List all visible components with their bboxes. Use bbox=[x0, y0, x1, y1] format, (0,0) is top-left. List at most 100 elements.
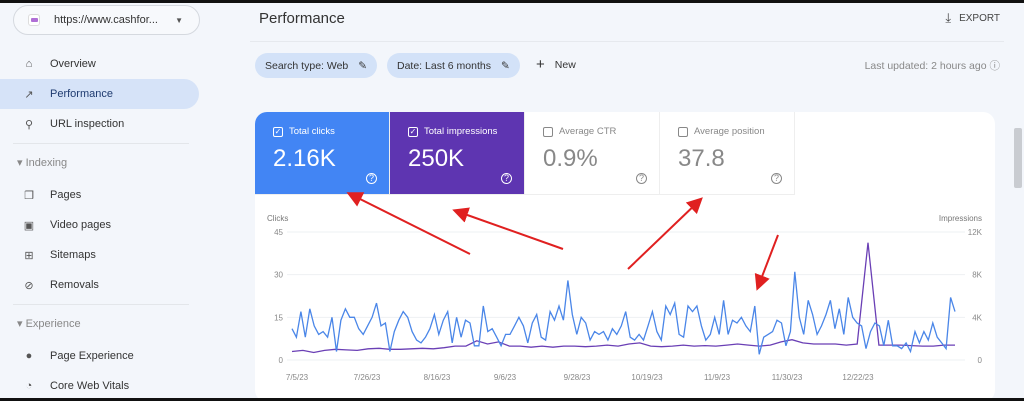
download-icon: ⤓ bbox=[945, 10, 952, 25]
divider bbox=[250, 41, 1004, 42]
series-line-clicks bbox=[291, 271, 956, 355]
caret-icon: ▾ bbox=[17, 318, 26, 330]
pages-icon: ❐ bbox=[24, 189, 34, 202]
sidebar-item-core-web-vitals[interactable]: ◔ Core Web Vitals bbox=[0, 371, 199, 398]
series-line-impressions bbox=[291, 242, 955, 354]
metric-total-impressions[interactable]: ✓ Total impressions 250K? bbox=[390, 112, 525, 195]
sidebar-item-performance[interactable]: ↗ Performance bbox=[0, 79, 199, 109]
metric-value: 2.16K bbox=[273, 145, 336, 172]
sidebar-item-url-inspection[interactable]: ⚲ URL inspection bbox=[0, 109, 199, 139]
sidebar-item-video-pages[interactable]: ▣ Video pages bbox=[0, 210, 199, 240]
new-label: New bbox=[554, 58, 576, 71]
metric-label: Total clicks bbox=[289, 126, 335, 137]
filter-label: Search type: Web bbox=[265, 59, 349, 72]
metric-label: Total impressions bbox=[424, 126, 498, 137]
sidebar-item-page-experience[interactable]: ● Page Experience bbox=[0, 341, 199, 371]
metric-label: Average position bbox=[694, 126, 765, 137]
checkbox-checked-icon[interactable]: ✓ bbox=[273, 126, 283, 137]
x-tick-label: 12/22/23 bbox=[842, 373, 874, 382]
edit-pencil-icon: ✎ bbox=[500, 59, 510, 72]
sidebar-item-removals[interactable]: ⊘ Removals bbox=[0, 270, 199, 300]
plus-icon: + bbox=[536, 56, 545, 73]
help-icon[interactable]: ? bbox=[771, 173, 782, 184]
x-tick-label: 11/30/23 bbox=[772, 373, 803, 382]
metric-average-position[interactable]: Average position 37.8? bbox=[660, 112, 795, 195]
help-icon[interactable]: ? bbox=[366, 173, 377, 184]
x-tick-label: 9/28/23 bbox=[564, 373, 591, 382]
new-filter-button[interactable]: + New bbox=[536, 56, 576, 73]
sidebar-item-label: URL inspection bbox=[50, 118, 125, 130]
sidebar-item-label: Core Web Vitals bbox=[50, 380, 130, 392]
left-axis-label: Clicks bbox=[267, 214, 288, 223]
checkbox-unchecked-icon[interactable] bbox=[543, 126, 553, 137]
divider bbox=[13, 304, 189, 305]
home-icon: ⌂ bbox=[25, 58, 33, 70]
site-favicon-icon bbox=[28, 14, 40, 26]
right-tick-label: 0 bbox=[978, 356, 983, 365]
search-console-app: https://www.cashfor... ▼ ⌂ Overview ↗ Perf… bbox=[0, 3, 1024, 398]
last-updated-text: Last updated: 2 hours ago bbox=[864, 60, 987, 72]
sidebar-item-label: Pages bbox=[50, 189, 82, 201]
metric-average-ctr[interactable]: Average CTR 0.9%? bbox=[525, 112, 660, 195]
removals-icon: ⊘ bbox=[24, 279, 34, 292]
right-tick-label: 4K bbox=[972, 313, 982, 322]
sidebar-item-label: Sitemaps bbox=[50, 249, 96, 261]
filter-label: Date: Last 6 months bbox=[397, 59, 491, 72]
sidebar-item-label: Removals bbox=[50, 279, 99, 291]
help-icon[interactable]: ? bbox=[636, 173, 647, 184]
x-tick-label: 9/6/23 bbox=[494, 373, 517, 382]
main-content: Performance ⤓ EXPORT Search type: Web ✎ Da… bbox=[250, 3, 1024, 398]
checkbox-unchecked-icon[interactable] bbox=[678, 126, 688, 137]
sidebar-item-overview[interactable]: ⌂ Overview bbox=[0, 49, 199, 79]
x-tick-label: 7/5/23 bbox=[286, 373, 309, 382]
edit-pencil-icon: ✎ bbox=[358, 59, 368, 72]
left-tick-label: 0 bbox=[279, 356, 284, 365]
property-url: https://www.cashfor... bbox=[54, 14, 158, 26]
scrollbar[interactable] bbox=[1014, 128, 1022, 188]
sidebar-item-label: Performance bbox=[50, 88, 113, 100]
sidebar-item-sitemaps[interactable]: ⊞ Sitemaps bbox=[0, 240, 199, 270]
performance-card: ✓ Total clicks 2.16K? ✓ Total impressions 25… bbox=[255, 112, 995, 398]
metric-value: 250K bbox=[408, 145, 465, 172]
search-icon: ⚲ bbox=[24, 118, 34, 131]
right-tick-label: 8K bbox=[972, 271, 982, 280]
right-tick-label: 12K bbox=[968, 228, 983, 237]
performance-chart[interactable]: Clicks Impressions 0 0 15 4K 30 8K 45 12K 7/5/23… bbox=[255, 202, 995, 398]
section-experience[interactable]: ▾ Experience bbox=[17, 317, 81, 330]
export-button[interactable]: ⤓ EXPORT bbox=[945, 10, 1000, 26]
x-tick-label: 7/26/23 bbox=[354, 373, 381, 382]
metric-label: Average CTR bbox=[559, 126, 617, 137]
section-label: Experience bbox=[25, 318, 81, 330]
left-tick-label: 45 bbox=[274, 228, 283, 237]
left-tick-label: 30 bbox=[274, 271, 283, 280]
gauge-icon: ◔ bbox=[25, 380, 33, 392]
sitemap-icon: ⊞ bbox=[24, 249, 34, 262]
export-label: EXPORT bbox=[959, 12, 1000, 24]
section-indexing[interactable]: ▾ Indexing bbox=[17, 156, 67, 169]
trending-up-icon: ↗ bbox=[24, 88, 34, 101]
metric-total-clicks[interactable]: ✓ Total clicks 2.16K? bbox=[255, 112, 390, 195]
sidebar-item-label: Video pages bbox=[50, 219, 111, 231]
chevron-down-icon: ▼ bbox=[175, 15, 183, 25]
sidebar: https://www.cashfor... ▼ ⌂ Overview ↗ Perf… bbox=[0, 3, 250, 398]
x-tick-label: 11/9/23 bbox=[704, 373, 731, 382]
sidebar-item-pages[interactable]: ❐ Pages bbox=[0, 180, 199, 210]
page-experience-icon: ● bbox=[25, 350, 33, 362]
left-tick-label: 15 bbox=[274, 313, 283, 322]
help-icon[interactable]: ? bbox=[501, 173, 512, 184]
page-title: Performance bbox=[259, 10, 345, 27]
help-icon[interactable]: ⓘ bbox=[989, 60, 1001, 72]
metric-value: 37.8 bbox=[678, 145, 725, 172]
property-selector[interactable]: https://www.cashfor... ▼ bbox=[13, 5, 200, 35]
checkbox-checked-icon[interactable]: ✓ bbox=[408, 126, 418, 137]
x-tick-label: 8/16/23 bbox=[424, 373, 451, 382]
sidebar-item-label: Overview bbox=[50, 58, 96, 70]
caret-icon: ▾ bbox=[17, 157, 26, 169]
filter-search-type[interactable]: Search type: Web ✎ bbox=[255, 53, 378, 78]
right-axis-label: Impressions bbox=[939, 214, 982, 223]
metric-value: 0.9% bbox=[543, 145, 598, 172]
last-updated: Last updated: 2 hours ago ⓘ bbox=[865, 58, 1000, 73]
video-pages-icon: ▣ bbox=[23, 219, 35, 232]
divider bbox=[13, 143, 189, 144]
filter-date[interactable]: Date: Last 6 months ✎ bbox=[387, 53, 520, 78]
